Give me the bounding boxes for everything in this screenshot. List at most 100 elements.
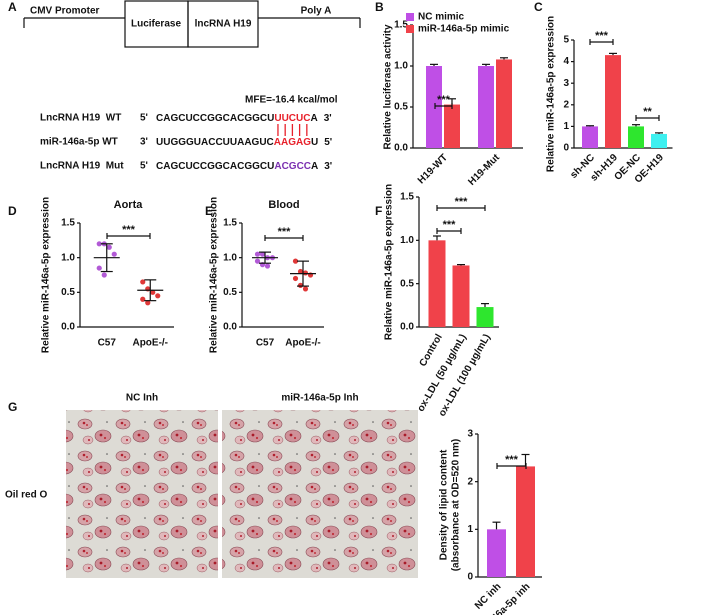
y-tick-label: 3 — [563, 78, 569, 89]
data-point — [259, 251, 266, 257]
micrograph — [222, 410, 418, 578]
panel-letter: A — [8, 0, 17, 14]
mfe-label: MFE=-16.4 kcal/mol — [245, 95, 338, 106]
construct-label: Poly A — [301, 6, 332, 17]
sequence-tail: A — [311, 161, 318, 172]
significance-label: *** — [437, 94, 451, 106]
row-label: Oil red O — [5, 490, 47, 501]
y-axis-label: Relative miR-146a-5p expression — [546, 16, 557, 172]
image-label: miR-146a-5p Inh — [281, 393, 358, 404]
x-tick-label: H19-WT — [416, 152, 450, 186]
panel-letter: F — [375, 204, 382, 218]
bar — [452, 265, 470, 327]
y-tick-label: 0.5 — [394, 102, 408, 113]
sequence-end: 5' — [140, 161, 148, 172]
x-tick-label: C57 — [256, 338, 275, 349]
significance-label: *** — [455, 196, 469, 208]
sequence-alignment: LncRNA H19 WT 5' CAGCUCCGGCACGGCUUUCUCA 3'm… — [40, 113, 332, 172]
y-tick-label: 4 — [563, 56, 569, 67]
sequence-body: CAGCUCCGGCACGGCU — [156, 113, 274, 124]
y-tick-label: 0.0 — [394, 143, 408, 154]
bar — [628, 126, 644, 148]
y-tick-label: 0.5 — [400, 278, 414, 289]
construct-label: CMV Promoter — [30, 6, 100, 17]
panel-letter: G — [8, 400, 17, 414]
data-point — [106, 244, 112, 250]
data-point — [96, 241, 102, 247]
significance-label: *** — [443, 219, 457, 231]
sequence-end: 5' — [324, 137, 332, 148]
sequence: CAGCUCCGGCACGGCUUUCUCA 3' — [156, 113, 332, 124]
bar — [582, 126, 598, 148]
binding-site: UUCUC — [274, 113, 310, 124]
chart-title: Blood — [268, 199, 299, 211]
bar — [426, 66, 442, 148]
panel-letter: E — [205, 204, 213, 218]
y-tick-label: 2 — [563, 99, 569, 110]
image-label: NC Inh — [126, 393, 158, 404]
y-tick-label: 0.0 — [223, 322, 237, 333]
significance-label: *** — [278, 226, 292, 238]
x-tick-label: H19-Mut — [466, 152, 502, 188]
y-axis-label: Relative miR-146a-5p expression — [384, 184, 395, 340]
binding-site: AAGAG — [274, 137, 311, 148]
y-tick-label: 1.5 — [61, 218, 75, 229]
data-point — [264, 263, 271, 269]
bar — [605, 55, 621, 149]
y-tick-label: 1.5 — [223, 218, 237, 229]
y-tick-label: 0 — [563, 143, 569, 154]
data-point — [150, 289, 156, 295]
x-tick-label: ApoE-/- — [285, 338, 321, 349]
y-tick-label: 5 — [563, 35, 569, 46]
bar — [516, 466, 535, 577]
y-tick-label: 1.0 — [61, 252, 75, 263]
data-point — [292, 258, 299, 264]
y-axis-label: Relative luciferase activity — [383, 24, 394, 150]
y-tick-label: 3 — [467, 429, 473, 440]
data-point — [96, 265, 102, 271]
y-tick-label: 1.0 — [394, 61, 408, 72]
bar — [476, 307, 494, 327]
data-point — [140, 296, 146, 302]
sequence-label: LncRNA H19 WT — [40, 113, 121, 124]
bar — [428, 240, 446, 327]
significance-label: *** — [122, 224, 136, 236]
y-tick-label: 2 — [467, 476, 473, 487]
x-tick-label: ApoE-/- — [132, 338, 168, 349]
y-tick-label: 1 — [467, 524, 473, 535]
legend-label: miR-146a-5p mimic — [418, 24, 510, 35]
y-axis-label: (absorbance at OD=520 nm) — [451, 439, 462, 572]
data-point — [155, 293, 161, 299]
construct-diagram: CMV Promoter Luciferase lncRNA H19 Poly … — [23, 0, 361, 48]
y-tick-label: 1.0 — [400, 235, 414, 246]
y-tick-label: 0.5 — [223, 287, 237, 298]
y-tick-label: 1.5 — [400, 192, 414, 203]
sequence-end: 5' — [140, 113, 148, 124]
y-tick-label: 0 — [467, 572, 473, 583]
micrograph — [66, 410, 218, 578]
bar — [444, 104, 460, 148]
sequence-end: 3' — [324, 161, 332, 172]
data-point — [140, 279, 146, 285]
sequence: CAGCUCCGGCACGGCUACGCCA 3' — [156, 161, 332, 172]
panel-letter: B — [375, 0, 384, 14]
sequence-label: LncRNA H19 Mut — [40, 161, 124, 172]
construct-label: Luciferase — [131, 19, 181, 30]
sequence-end: 3' — [140, 137, 148, 148]
data-point — [302, 270, 309, 276]
sequence: UUGGGUACCUUAAGUCAAGAGU 5' — [156, 137, 332, 148]
bar — [478, 66, 494, 148]
y-axis-label: Relative miR-146a-5p expression — [41, 197, 52, 353]
data-point — [297, 282, 304, 288]
legend-label: NC mimic — [418, 12, 465, 23]
panel-letter: D — [8, 204, 17, 218]
sequence-end: 3' — [324, 113, 332, 124]
y-tick-label: 1.5 — [394, 20, 408, 31]
bar — [496, 59, 512, 148]
sequence-label: miR-146a-5p WT — [40, 137, 118, 148]
y-tick-label: 1.0 — [223, 252, 237, 263]
x-tick-label: C57 — [98, 338, 117, 349]
data-point — [254, 258, 261, 264]
bar — [651, 133, 667, 148]
